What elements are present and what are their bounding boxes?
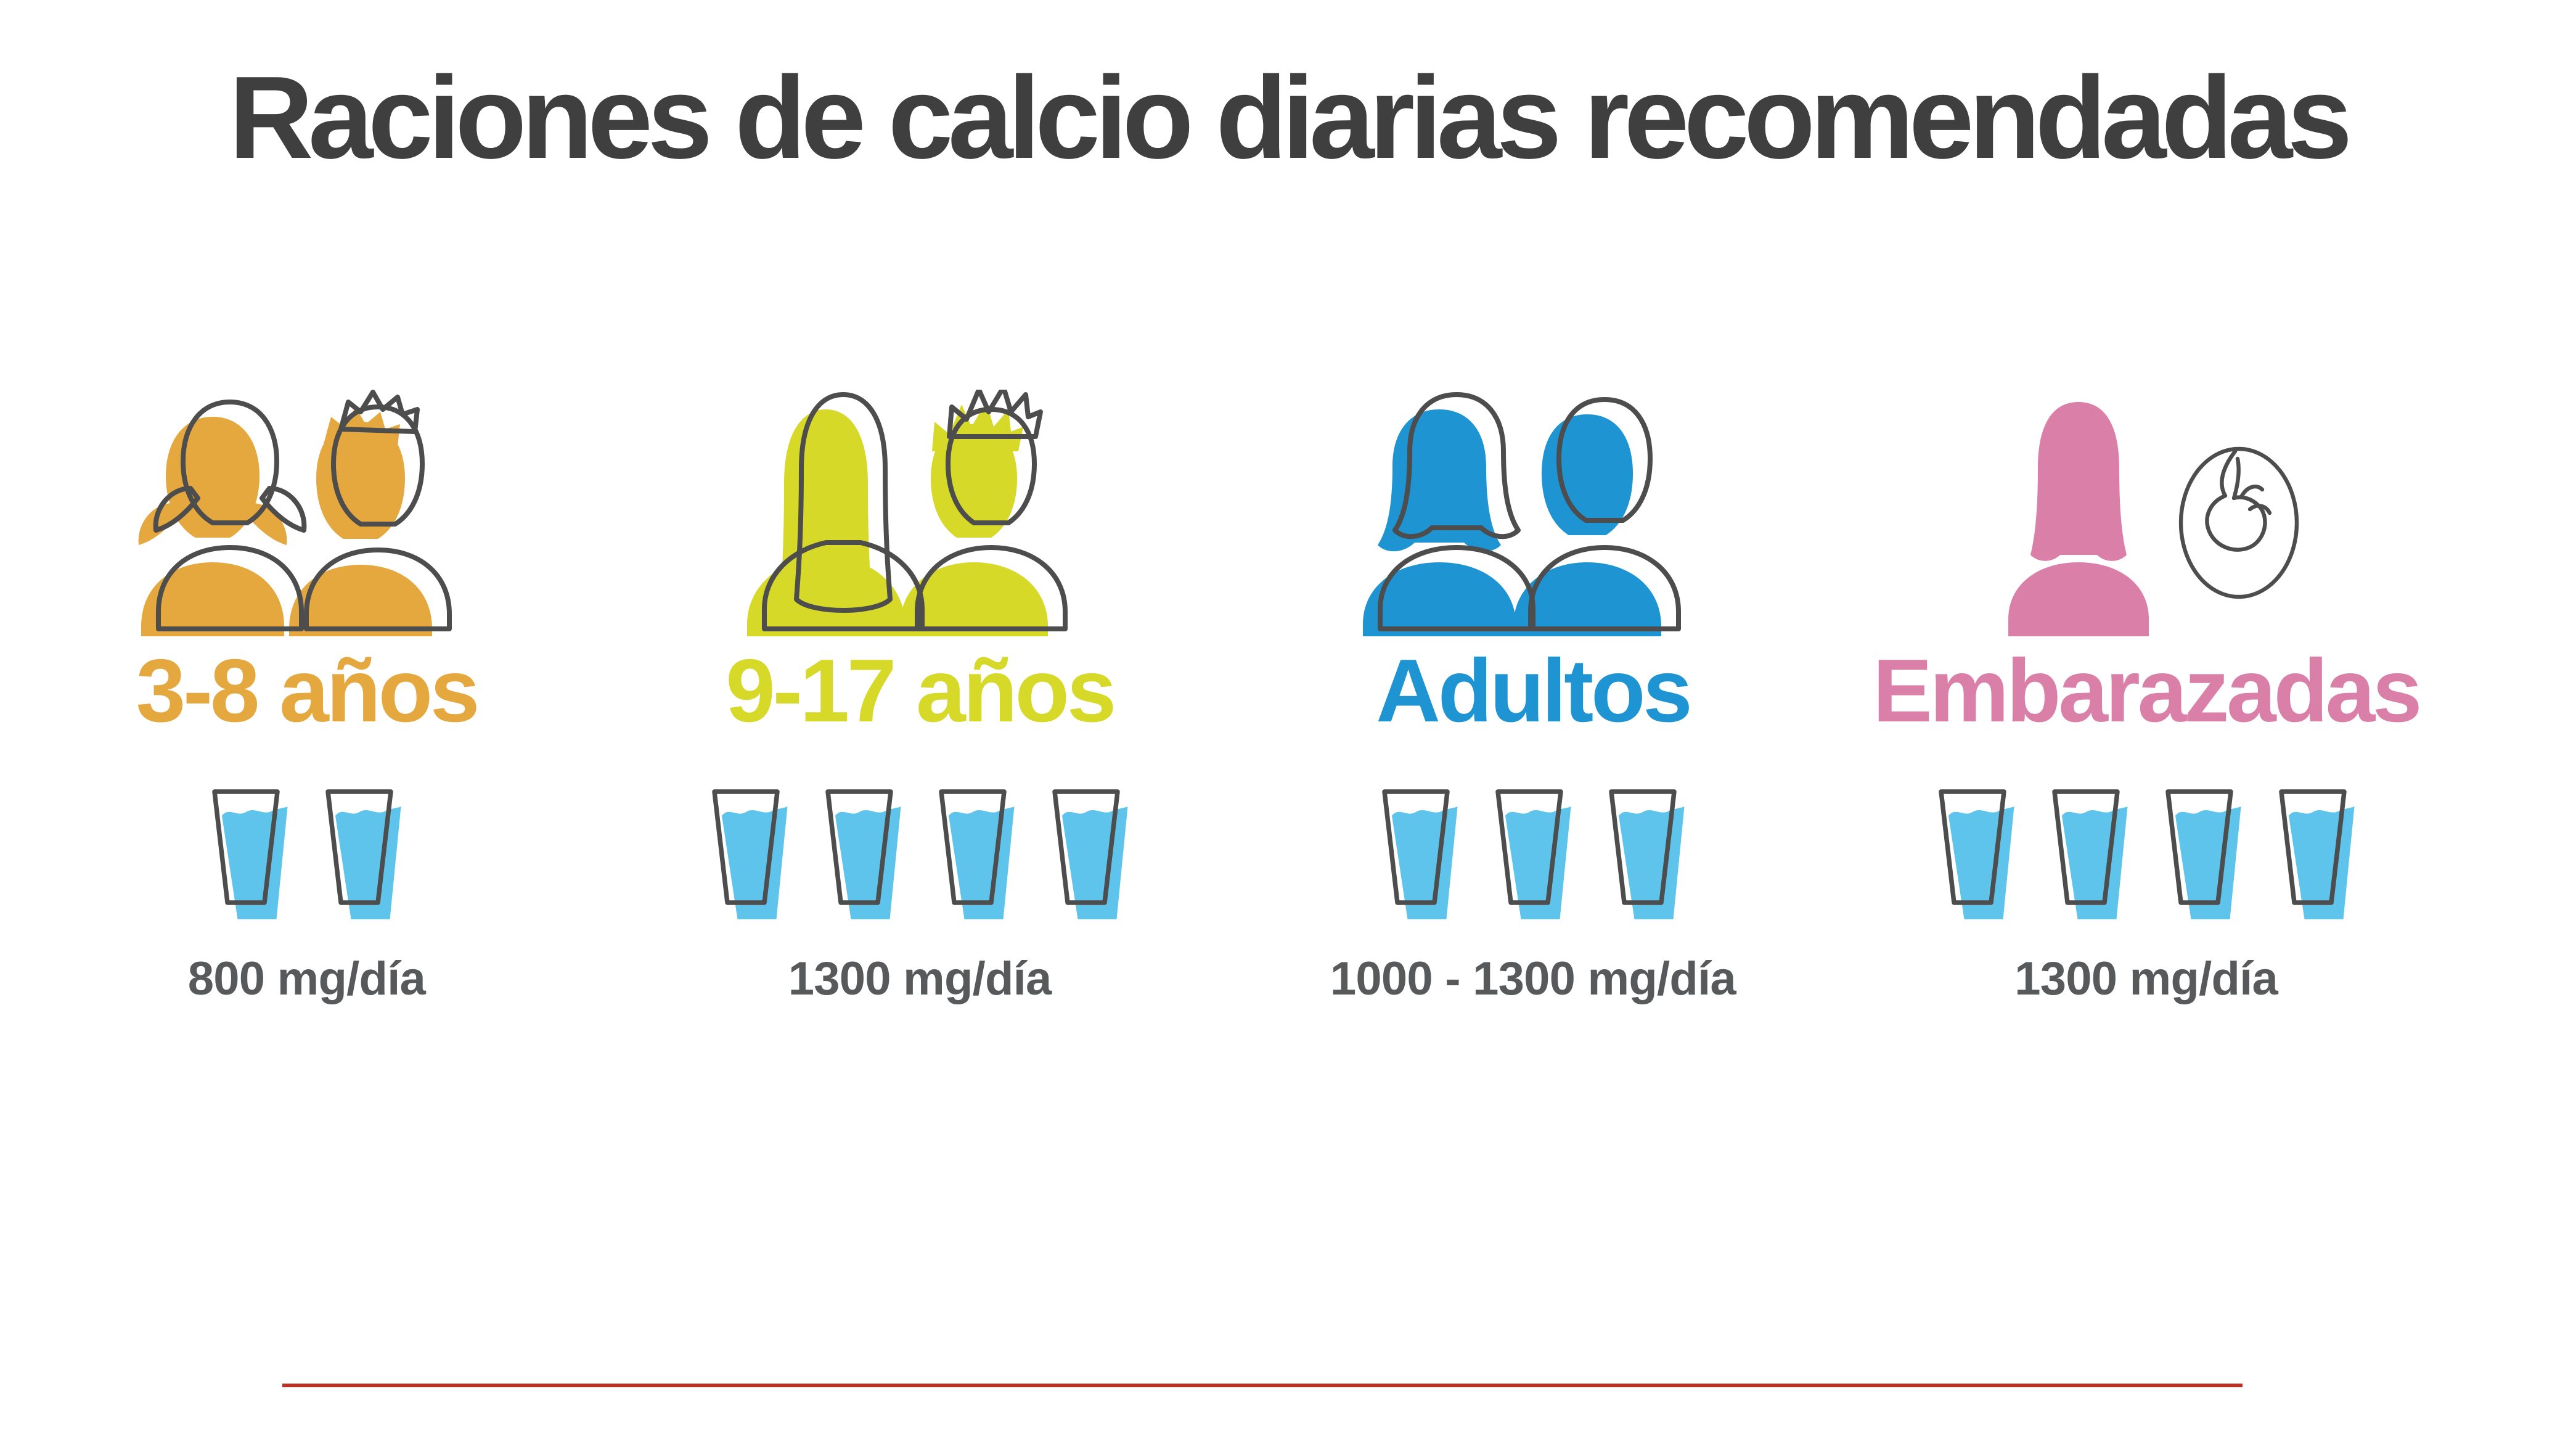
milk-glass-icon: [2051, 789, 2128, 919]
milk-glass-icon: [1609, 789, 1685, 919]
milk-glass-icon: [2278, 789, 2355, 919]
two-adults-icon: [1360, 390, 1706, 636]
age-groups-row: 3-8 años 800 mg/día: [0, 389, 2576, 1006]
glasses-row: [703, 782, 1136, 921]
milk-glass-icon: [1052, 789, 1128, 919]
fetus-icon: [2178, 446, 2299, 599]
group-label: Embarazadas: [1873, 640, 2422, 740]
glasses-row: [1930, 782, 2363, 921]
milk-glass-icon: [1382, 789, 1458, 919]
milk-glass-icon: [212, 789, 288, 919]
milk-glass-icon: [712, 789, 788, 919]
group-pregnant: Embarazadas 1300 mg/día: [1839, 390, 2453, 1006]
group-label: 3-8 años: [136, 640, 480, 740]
boy-silhouette: [289, 406, 433, 636]
milk-glass-icon: [1938, 789, 2014, 919]
milk-glass-icon: [325, 789, 401, 919]
two-teenagers-icon: [747, 389, 1092, 636]
woman-bob-silhouette: [1362, 409, 1516, 636]
milk-glass-icon: [939, 789, 1015, 919]
group-label: Adultos: [1376, 640, 1693, 740]
page-title: Raciones de calcio diarias recomendadas: [229, 52, 2352, 183]
man-silhouette: [1513, 414, 1661, 636]
divider-line: [282, 1384, 2243, 1387]
dose-label: 800 mg/día: [187, 952, 426, 1005]
group-children: 3-8 años 800 mg/día: [0, 389, 613, 1006]
milk-glass-icon: [2165, 789, 2241, 919]
milk-glass-icon: [1495, 789, 1571, 919]
two-children-icon: [134, 389, 479, 636]
dose-label: 1300 mg/día: [2014, 952, 2278, 1005]
infographic-page: Raciones de calcio diarias recomendadas: [0, 52, 2576, 1452]
milk-glass-icon: [825, 789, 901, 919]
group-label: 9-17 años: [726, 640, 1116, 740]
dose-label: 1000 - 1300 mg/día: [1330, 952, 1736, 1005]
dose-label: 1300 mg/día: [788, 952, 1052, 1005]
glasses-row: [203, 782, 409, 921]
group-teenagers: 9-17 años 1300 mg/día: [613, 389, 1227, 1006]
pregnant-woman-fetus-icon: [1986, 390, 2307, 636]
group-adults: Adultos 1000 - 1300 mg/día: [1227, 390, 1840, 1006]
pregnant-woman-silhouette: [2008, 401, 2149, 636]
glasses-row: [1373, 782, 1693, 921]
